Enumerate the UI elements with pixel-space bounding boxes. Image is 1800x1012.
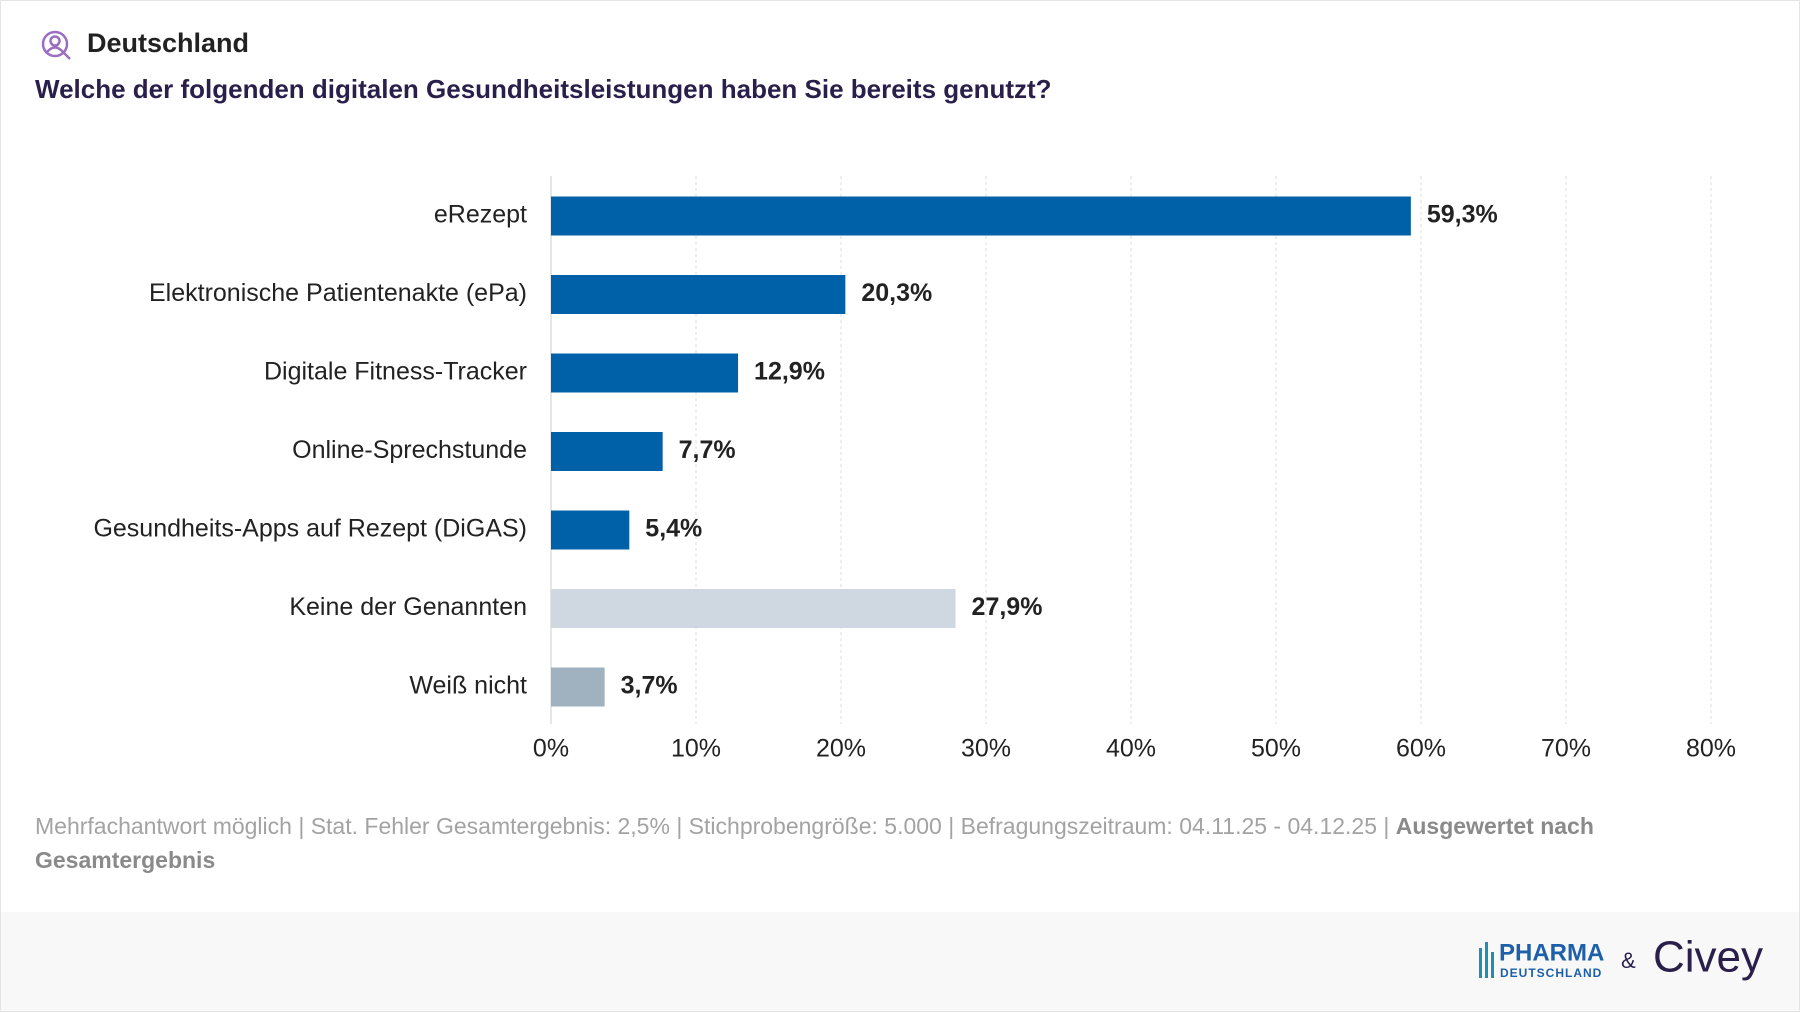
x-tick-label: 70% <box>1541 735 1591 763</box>
x-tick-label: 30% <box>961 735 1011 763</box>
x-tick-label: 60% <box>1396 735 1446 763</box>
partner-logo: PHARMA <box>1499 939 1604 966</box>
value-label: 27,9% <box>972 593 1043 621</box>
x-tick-label: 0% <box>533 735 569 763</box>
bar <box>551 353 739 393</box>
region: Deutschland <box>87 28 249 58</box>
x-tick-label: 80% <box>1686 735 1736 763</box>
footnote-emphasis: Ausgewertet nach Gesamtergebnis <box>35 813 1594 873</box>
x-tick-label: 50% <box>1251 735 1301 763</box>
category-label: Online-Sprechstunde <box>292 436 527 464</box>
bar <box>551 510 630 550</box>
value-label: 20,3% <box>861 279 932 307</box>
category-label: Digitale Fitness-Tracker <box>264 358 527 386</box>
brand-logo: Civey <box>1653 933 1763 982</box>
value-label: 5,4% <box>645 515 702 543</box>
footnote-text: Mehrfachantwort möglich | Stat. Fehler G… <box>35 813 1390 839</box>
value-label: 12,9% <box>754 358 825 386</box>
bar <box>551 667 605 707</box>
pharma-mark <box>1479 942 1494 978</box>
chart-title: Welche der folgenden digitalen Gesundhei… <box>35 74 1052 104</box>
footnote: Mehrfachantwort möglich | Stat. Fehler G… <box>35 809 1735 877</box>
category-label: Keine der Genannten <box>289 593 527 621</box>
value-label: 7,7% <box>679 436 736 464</box>
chart: Deutschland Welche der folgenden digital… <box>35 28 1736 763</box>
partner-logo-sub: DEUTSCHLAND <box>1500 966 1602 980</box>
logo-joiner: & <box>1621 948 1636 973</box>
region-icon <box>41 30 71 60</box>
bar <box>551 589 956 628</box>
x-tick-label: 10% <box>671 735 721 763</box>
bar <box>551 275 846 314</box>
category-label: Elektronische Patientenakte (ePa) <box>149 279 527 307</box>
category-label: eRezept <box>434 201 527 229</box>
value-label: 3,7% <box>621 672 678 700</box>
category-label: Weiß nicht <box>409 672 527 700</box>
bar <box>551 196 1411 236</box>
logos: PHARMA DEUTSCHLAND & Civey <box>1479 933 1763 982</box>
footer-band: PHARMA DEUTSCHLAND & Civey <box>1 912 1799 1011</box>
x-tick-label: 40% <box>1106 735 1156 763</box>
category-label: Gesundheits-Apps auf Rezept (DiGAS) <box>93 515 527 543</box>
x-tick-label: 20% <box>816 735 866 763</box>
value-label: 59,3% <box>1427 201 1498 229</box>
bar <box>551 432 663 471</box>
